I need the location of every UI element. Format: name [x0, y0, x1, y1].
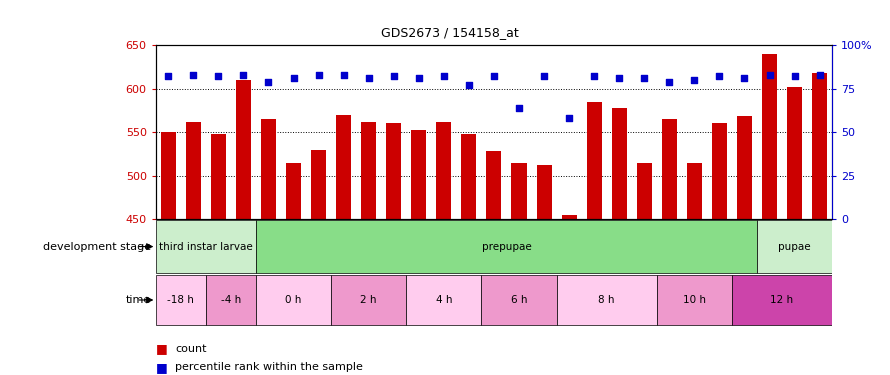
- Text: -18 h: -18 h: [167, 295, 194, 305]
- Bar: [331, 275, 406, 325]
- Bar: [512, 163, 527, 219]
- Point: [712, 74, 726, 80]
- Point: [612, 75, 627, 81]
- Point: [211, 74, 225, 80]
- Bar: [762, 54, 777, 219]
- Bar: [687, 163, 702, 219]
- Bar: [732, 275, 832, 325]
- Point: [287, 75, 301, 81]
- Bar: [662, 119, 676, 219]
- Point: [161, 74, 175, 80]
- Bar: [312, 150, 326, 219]
- Point: [687, 77, 701, 83]
- Text: -4 h: -4 h: [221, 295, 241, 305]
- Bar: [411, 130, 426, 219]
- Bar: [537, 165, 552, 219]
- Bar: [556, 275, 657, 325]
- Bar: [757, 220, 832, 273]
- Bar: [587, 102, 602, 219]
- Bar: [562, 215, 577, 219]
- Bar: [386, 123, 401, 219]
- Text: 12 h: 12 h: [771, 295, 794, 305]
- Point: [512, 105, 526, 111]
- Bar: [206, 275, 256, 325]
- Point: [562, 115, 576, 121]
- Text: 0 h: 0 h: [286, 295, 302, 305]
- Bar: [361, 122, 376, 219]
- Point: [737, 75, 751, 81]
- Point: [186, 72, 200, 78]
- Bar: [406, 275, 481, 325]
- Point: [412, 75, 426, 81]
- Bar: [286, 163, 301, 219]
- Bar: [787, 87, 802, 219]
- Point: [587, 74, 602, 80]
- Bar: [481, 275, 556, 325]
- Text: ■: ■: [156, 342, 167, 355]
- Bar: [636, 163, 651, 219]
- Point: [336, 72, 351, 78]
- Point: [537, 74, 551, 80]
- Point: [462, 82, 476, 88]
- Bar: [256, 275, 331, 325]
- Point: [813, 72, 827, 78]
- Point: [437, 74, 451, 80]
- Bar: [487, 152, 501, 219]
- Point: [662, 79, 676, 85]
- Bar: [336, 115, 352, 219]
- Text: third instar larvae: third instar larvae: [159, 242, 253, 252]
- Text: GDS2673 / 154158_at: GDS2673 / 154158_at: [381, 26, 518, 39]
- Bar: [436, 122, 451, 219]
- Text: 10 h: 10 h: [683, 295, 706, 305]
- Point: [487, 74, 501, 80]
- Bar: [261, 119, 276, 219]
- Bar: [812, 73, 827, 219]
- Bar: [712, 123, 727, 219]
- Text: percentile rank within the sample: percentile rank within the sample: [175, 363, 363, 372]
- Text: 6 h: 6 h: [511, 295, 527, 305]
- Bar: [186, 122, 201, 219]
- Bar: [256, 220, 757, 273]
- Bar: [461, 134, 476, 219]
- Bar: [657, 275, 732, 325]
- Text: 2 h: 2 h: [360, 295, 377, 305]
- Bar: [211, 134, 226, 219]
- Text: time: time: [126, 295, 151, 305]
- Point: [312, 72, 326, 78]
- Bar: [161, 132, 176, 219]
- Bar: [156, 220, 256, 273]
- Text: ■: ■: [156, 361, 167, 374]
- Text: 4 h: 4 h: [435, 295, 452, 305]
- Point: [361, 75, 376, 81]
- Text: pupae: pupae: [778, 242, 811, 252]
- Bar: [156, 275, 206, 325]
- Text: development stage: development stage: [44, 242, 151, 252]
- Text: count: count: [175, 344, 206, 354]
- Point: [763, 72, 777, 78]
- Text: prepupae: prepupae: [481, 242, 531, 252]
- Point: [386, 74, 400, 80]
- Point: [262, 79, 276, 85]
- Bar: [737, 117, 752, 219]
- Point: [237, 72, 251, 78]
- Point: [788, 74, 802, 80]
- Point: [637, 75, 651, 81]
- Bar: [236, 80, 251, 219]
- Text: 8 h: 8 h: [598, 295, 615, 305]
- Bar: [611, 108, 627, 219]
